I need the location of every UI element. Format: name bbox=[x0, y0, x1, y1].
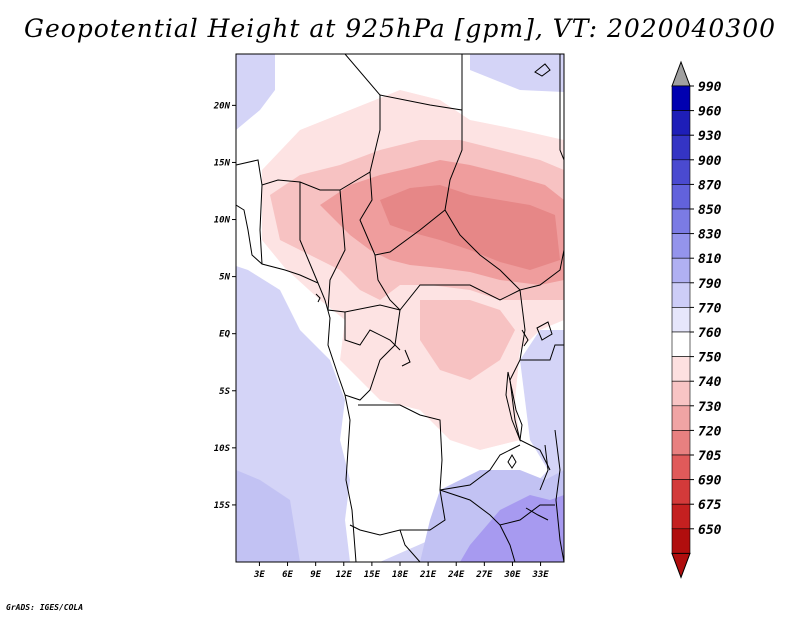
lon-label: 12E bbox=[336, 570, 353, 580]
lon-label: 21E bbox=[419, 570, 437, 580]
colorbar-label: 810 bbox=[698, 252, 722, 267]
colorbar-swatch bbox=[671, 454, 691, 480]
lon-label: 30E bbox=[503, 570, 521, 580]
lon-label: 33E bbox=[531, 570, 549, 580]
colorbar-label: 705 bbox=[698, 449, 722, 464]
colorbar-label: 750 bbox=[698, 351, 722, 366]
field-pink-core bbox=[380, 185, 560, 270]
field-blue-southwest bbox=[236, 470, 300, 562]
colorbar-swatch bbox=[671, 134, 691, 161]
lat-label: 10S bbox=[214, 444, 231, 454]
colorbar-swatch bbox=[671, 110, 691, 136]
colorbar-swatch bbox=[671, 479, 691, 505]
colorbar-label: 870 bbox=[698, 178, 722, 193]
colorbar-top-arrow bbox=[671, 60, 691, 87]
lat-label: 15S bbox=[214, 501, 231, 511]
lat-label: 10N bbox=[214, 216, 231, 226]
lat-label: 20N bbox=[213, 101, 231, 111]
colorbar-label: 740 bbox=[698, 375, 722, 390]
colorbar-swatch bbox=[671, 159, 691, 185]
lon-label: 9E bbox=[310, 570, 321, 580]
height-field bbox=[236, 54, 564, 562]
colorbar-swatch bbox=[671, 282, 691, 308]
colorbar-label: 730 bbox=[698, 400, 722, 415]
colorbar-bottom-arrow bbox=[671, 552, 691, 579]
colorbar-swatch bbox=[671, 257, 691, 284]
lat-label: 5N bbox=[219, 273, 230, 283]
lat-label: 15N bbox=[214, 158, 231, 168]
colorbar-label: 960 bbox=[698, 105, 722, 120]
colorbar-swatch bbox=[671, 356, 691, 382]
colorbar-swatch bbox=[671, 503, 691, 530]
colorbar-label: 675 bbox=[698, 498, 722, 513]
lat-label: 5S bbox=[219, 387, 230, 397]
borders bbox=[236, 54, 564, 562]
field-purple-southeast bbox=[460, 495, 564, 562]
colorbar-label: 650 bbox=[698, 523, 722, 538]
latitude-axis: 20N 15N 10N 5N EQ 5S 10S 15S bbox=[213, 101, 236, 511]
grads-credit: GrADS: IGES/COLA bbox=[6, 603, 84, 612]
colorbar-swatch bbox=[671, 208, 691, 234]
colorbar-label: 830 bbox=[698, 228, 722, 243]
lon-label: 3E bbox=[253, 570, 265, 580]
colorbar-label: 690 bbox=[698, 474, 722, 489]
lon-label: 18E bbox=[392, 570, 409, 580]
colorbar-swatch bbox=[671, 405, 691, 431]
longitude-axis: 3E 6E 9E 12E 15E 18E 21E 24E 27E 30E 33E bbox=[253, 562, 549, 580]
lon-label: 15E bbox=[364, 570, 381, 580]
colorbar-label: 930 bbox=[698, 129, 722, 144]
colorbar-swatch bbox=[671, 184, 691, 210]
colorbar-label: 900 bbox=[698, 154, 722, 169]
colorbar-swatch bbox=[671, 528, 691, 554]
colorbar-swatch bbox=[671, 331, 691, 357]
field-pink-mid-south bbox=[420, 300, 515, 380]
colorbar-label: 720 bbox=[698, 424, 722, 439]
chart-title: Geopotential Height at 925hPa [gpm], VT:… bbox=[23, 14, 777, 43]
colorbar-label: 760 bbox=[698, 326, 722, 341]
colorbar-swatch bbox=[671, 85, 691, 111]
lon-label: 27E bbox=[475, 570, 493, 580]
lon-label: 6E bbox=[282, 570, 293, 580]
colorbar-label: 850 bbox=[698, 203, 722, 218]
colorbar-swatch bbox=[671, 233, 691, 259]
lat-label: EQ bbox=[219, 330, 230, 340]
colorbar-label: 990 bbox=[698, 80, 722, 95]
colorbar-swatch bbox=[671, 380, 691, 407]
colorbar-swatch bbox=[671, 430, 691, 456]
colorbar-label: 790 bbox=[698, 277, 722, 292]
colorbar-swatch bbox=[671, 307, 691, 333]
colorbar-label: 770 bbox=[698, 301, 722, 316]
lon-label: 24E bbox=[447, 570, 465, 580]
